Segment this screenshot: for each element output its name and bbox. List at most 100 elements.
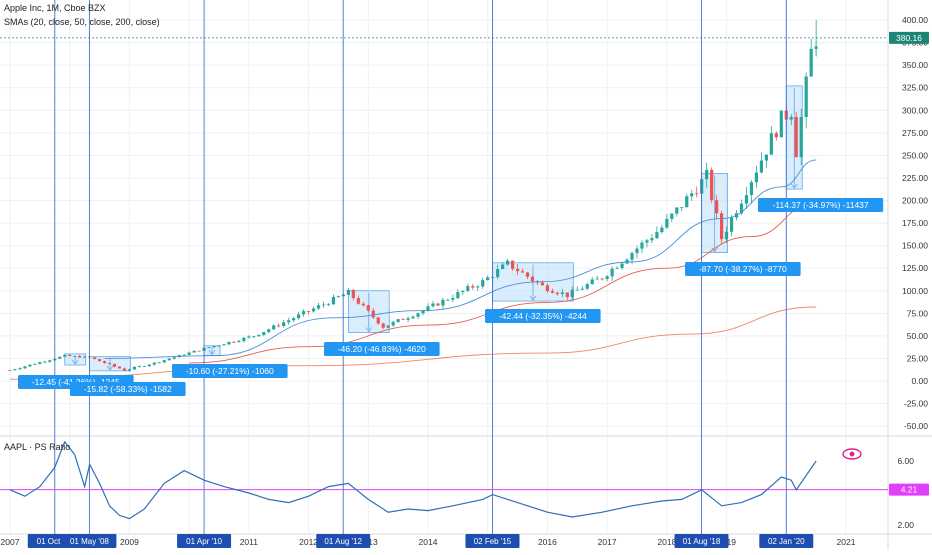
sma-line-2 bbox=[189, 202, 817, 364]
date-marker-badge bbox=[674, 534, 729, 548]
candle-body bbox=[92, 357, 97, 360]
candle-body bbox=[476, 286, 480, 288]
candle-body bbox=[247, 336, 251, 338]
candle-body bbox=[147, 364, 151, 367]
candle-body bbox=[162, 360, 166, 363]
eye-outline bbox=[842, 448, 862, 460]
candle-body bbox=[331, 296, 336, 305]
candle-body bbox=[804, 76, 808, 117]
time-tick-label: 2011 bbox=[240, 537, 259, 547]
candle-body bbox=[570, 289, 574, 298]
candle-body bbox=[306, 311, 311, 312]
price-tick-label: 50.00 bbox=[907, 331, 929, 341]
candle-body bbox=[227, 341, 231, 345]
candle-body bbox=[386, 325, 390, 328]
date-marker-label: 02 Jan '20 bbox=[768, 537, 805, 546]
candle-body bbox=[695, 193, 699, 195]
candle-body bbox=[466, 286, 470, 291]
candle-body bbox=[361, 303, 365, 306]
candle-body bbox=[431, 303, 435, 307]
candle-body bbox=[366, 305, 370, 311]
candle-body bbox=[530, 276, 535, 282]
last-price-tag bbox=[889, 31, 929, 44]
date-marker-label: 01 Aug '12 bbox=[324, 537, 362, 546]
candle-body bbox=[326, 304, 331, 306]
candle-body bbox=[232, 341, 236, 343]
time-tick-label: 2012 bbox=[299, 537, 318, 547]
price-tick-label: 75.00 bbox=[907, 308, 929, 318]
candle-body bbox=[809, 48, 813, 77]
candle-body bbox=[38, 362, 42, 365]
drawdown-label: -87.70 (-38.27%) -8770 bbox=[699, 264, 787, 274]
candle-body bbox=[262, 332, 266, 335]
candle-body bbox=[749, 182, 754, 196]
candle-body bbox=[391, 321, 395, 326]
price-tick-label: 275.00 bbox=[902, 128, 928, 138]
candle-body bbox=[739, 203, 744, 214]
candle-body bbox=[321, 304, 326, 306]
candle-body bbox=[23, 366, 27, 369]
price-tick-label: -50.00 bbox=[904, 421, 928, 431]
drawdown-label: -15.82 (-58.33%) -1582 bbox=[84, 384, 172, 394]
candle-body bbox=[272, 325, 276, 330]
candle-body bbox=[207, 347, 211, 349]
date-marker-badge bbox=[177, 534, 232, 548]
drawdown-arrowhead bbox=[71, 359, 79, 365]
candle-body bbox=[710, 169, 714, 201]
candle-body bbox=[630, 253, 634, 260]
candle-body bbox=[685, 196, 689, 208]
candle-body bbox=[690, 193, 694, 197]
drawdown-arrowhead bbox=[365, 327, 373, 333]
drawdown-arrowhead bbox=[208, 350, 216, 356]
candle-body bbox=[501, 264, 505, 270]
candle-body bbox=[769, 133, 773, 155]
sma-line-1 bbox=[104, 159, 817, 359]
candle-body bbox=[182, 354, 186, 356]
candle-body bbox=[451, 298, 455, 300]
candle-body bbox=[456, 292, 460, 299]
candle-body bbox=[132, 367, 137, 370]
price-tick-label: 225.00 bbox=[902, 173, 928, 183]
candle-body bbox=[192, 350, 196, 353]
candle-body bbox=[660, 227, 664, 233]
candle-body bbox=[137, 366, 141, 368]
candle-body bbox=[550, 291, 555, 293]
candle-body bbox=[496, 269, 500, 278]
candle-body bbox=[774, 133, 778, 138]
candle-body bbox=[122, 368, 127, 371]
candle-body bbox=[515, 268, 520, 272]
candle-body bbox=[212, 346, 216, 348]
price-tick-label: 125.00 bbox=[902, 263, 928, 273]
candle-body bbox=[287, 320, 291, 323]
candle-body bbox=[172, 357, 176, 359]
price-tick-label: 350.00 bbox=[902, 60, 928, 70]
drawdown-label-box bbox=[324, 342, 440, 356]
candle-body bbox=[486, 277, 490, 281]
candle-body bbox=[715, 200, 719, 214]
candle-body bbox=[600, 278, 604, 280]
candle-body bbox=[610, 268, 614, 277]
price-tick-label: 200.00 bbox=[902, 196, 928, 206]
candle-body bbox=[376, 317, 380, 324]
ratio-tick-label: 6.00 bbox=[897, 456, 914, 466]
drawdown-label-box bbox=[758, 198, 884, 212]
candle-body bbox=[719, 213, 724, 240]
candle-body bbox=[461, 290, 465, 293]
candle-body bbox=[789, 117, 793, 120]
candle-body bbox=[107, 363, 112, 365]
date-marker-badge bbox=[316, 534, 371, 548]
candle-body bbox=[167, 358, 171, 361]
candle-body bbox=[595, 278, 599, 280]
time-tick-label: 2018 bbox=[657, 537, 676, 547]
indicator-legend: SMAs (20, close, 50, close, 200, close) bbox=[4, 17, 160, 27]
candle-body bbox=[506, 260, 510, 265]
candle-body bbox=[635, 248, 639, 254]
candle-body bbox=[356, 298, 360, 304]
price-tick-label: -25.00 bbox=[904, 399, 928, 409]
date-marker-label: 01 May '08 bbox=[70, 537, 109, 546]
date-marker-label: 01 Aug '18 bbox=[683, 537, 721, 546]
drawdown-label: -114.37 (-34.97%) -11437 bbox=[773, 200, 869, 210]
time-tick-label: 2021 bbox=[837, 537, 856, 547]
